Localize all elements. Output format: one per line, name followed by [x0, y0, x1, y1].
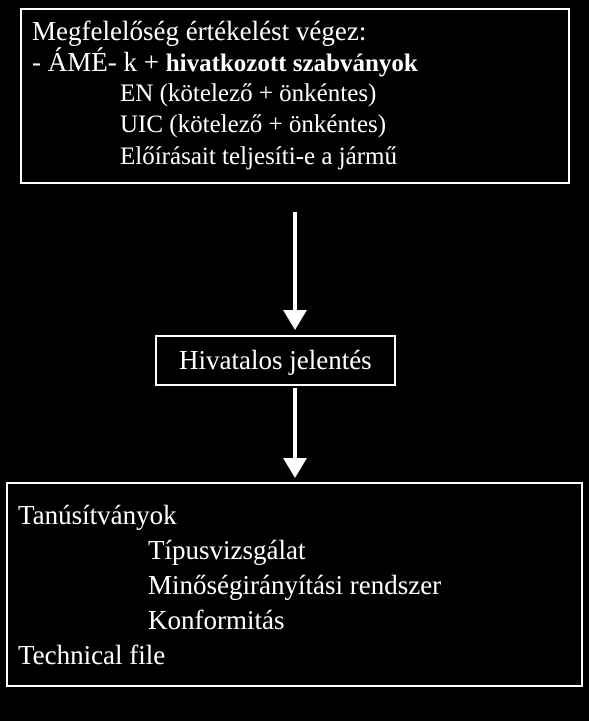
arrow-2	[283, 388, 307, 478]
assessment-sub1: EN (kötelező + önkéntes)	[120, 78, 558, 109]
assessment-sub2: UIC (kötelező + önkéntes)	[120, 109, 558, 140]
line2-bold: hivatkozott szabványok	[166, 50, 418, 77]
cert-sub1: Típusvizsgálat	[148, 533, 571, 568]
cert-title: Tanúsítványok	[18, 498, 571, 533]
arrow-head-icon	[283, 458, 307, 478]
assessment-title: Megfelelőség értékelést végez:	[32, 16, 558, 47]
assessment-line2: - ÁMÉ- k + hivatkozott szabványok	[32, 47, 558, 78]
assessment-sub3: Előírásait teljesíti-e a jármű	[120, 141, 558, 172]
cert-techfile: Technical file	[18, 638, 571, 673]
report-label: Hivatalos jelentés	[179, 345, 372, 375]
arrow-line	[293, 388, 297, 458]
line2-prefix: - ÁMÉ- k +	[32, 47, 166, 77]
node-assessment: Megfelelőség értékelést végez: - ÁMÉ- k …	[20, 8, 570, 184]
cert-sub2: Minőségirányítási rendszer	[148, 568, 571, 603]
node-certificates: Tanúsítványok Típusvizsgálat Minőségirán…	[6, 482, 583, 687]
node-report: Hivatalos jelentés	[155, 335, 396, 386]
arrow-line	[293, 212, 297, 310]
cert-sub3: Konformitás	[148, 603, 571, 638]
arrow-1	[283, 212, 307, 330]
arrow-head-icon	[283, 310, 307, 330]
